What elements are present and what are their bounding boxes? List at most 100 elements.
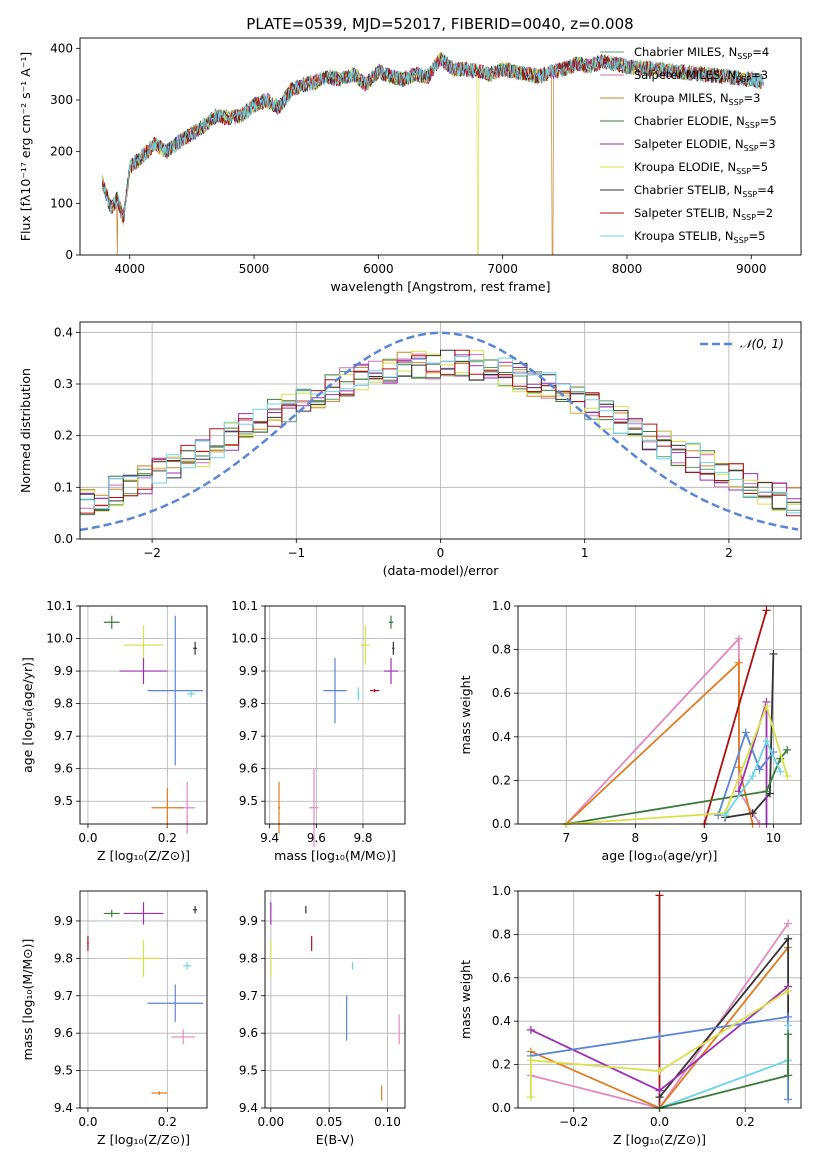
axes-frame <box>79 605 208 825</box>
series-line <box>703 610 768 825</box>
legend-entry: Chabrier MILES, NSSP=4 <box>634 45 769 61</box>
x-tick-label: 0 <box>437 546 445 560</box>
legend-entry: Kroupa ELODIE, NSSP=5 <box>634 160 768 176</box>
data-point <box>151 788 184 828</box>
y-tick-label: 9.9 <box>239 914 258 928</box>
y-tick-label: 9.5 <box>239 1064 258 1078</box>
y-tick-label: 0.0 <box>492 817 511 831</box>
data-point <box>187 690 196 698</box>
y-tick-label: 1.0 <box>492 599 511 613</box>
series-line <box>659 1034 789 1109</box>
histogram-series <box>80 349 801 511</box>
y-tick-label: 9.9 <box>239 664 258 678</box>
data-point <box>151 1091 168 1095</box>
series-marker <box>784 1030 793 1039</box>
data-point <box>147 984 204 1022</box>
y-tick-label: 0.2 <box>492 773 511 787</box>
y-tick-label: 0 <box>65 248 73 262</box>
data-point <box>127 939 160 978</box>
series-marker <box>769 649 778 658</box>
series-line <box>717 729 775 816</box>
data-point <box>183 962 192 970</box>
series-marker <box>762 787 771 796</box>
y-tick-label: 0.4 <box>492 730 511 744</box>
legend-entry: Kroupa STELIB, NSSP=5 <box>634 229 765 245</box>
series-marker <box>784 986 793 995</box>
y-tick-label: 10.0 <box>46 632 73 646</box>
legend-entry: Chabrier STELIB, NSSP=4 <box>634 183 774 199</box>
series-marker <box>776 767 785 776</box>
series-line <box>566 749 788 825</box>
y-tick-label: 9.7 <box>54 729 73 743</box>
y-tick-label: 10.0 <box>231 632 258 646</box>
y-tick-label: 10.1 <box>231 599 258 613</box>
x-tick-label: 7000 <box>487 262 518 276</box>
series-marker <box>755 765 764 774</box>
data-point <box>357 687 360 701</box>
series-line <box>724 738 782 816</box>
series-marker <box>783 745 792 754</box>
x-axis-label: Z [log₁₀(Z/Z⊙)] <box>97 848 190 863</box>
data-point <box>277 781 281 834</box>
data-point <box>87 935 89 951</box>
data-point <box>323 658 347 724</box>
axes-frame <box>79 37 802 256</box>
y-tick-label: 10.1 <box>46 599 73 613</box>
y-tick-label: 9.9 <box>54 914 73 928</box>
y-axis-label: Normed distribution <box>18 368 33 493</box>
data-point <box>171 1029 196 1045</box>
y-tick-label: 0.3 <box>54 377 73 391</box>
panel-3: 0.0 0.2 9.5 9.6 9.7 9.8 9.9 10.0 10.1 Z [log₁₀(Z/… <box>20 599 207 863</box>
x-tick-label: 5000 <box>239 262 270 276</box>
series-marker <box>721 811 730 820</box>
series-line <box>658 936 789 1098</box>
x-tick-label: 0.2 <box>736 1115 755 1129</box>
y-tick-label: 0.0 <box>492 1101 511 1115</box>
y-tick-label: 9.8 <box>239 951 258 965</box>
x-tick-label: 0.0 <box>78 831 97 845</box>
series-marker <box>762 737 771 746</box>
series-marker <box>734 658 743 667</box>
x-axis-label: E(B-V) <box>316 1132 355 1147</box>
legend-entry: Kroupa MILES, NSSP=3 <box>634 91 760 107</box>
x-tick-label: 0.2 <box>158 831 177 845</box>
series-line <box>530 990 789 1098</box>
x-tick-label: 0.2 <box>158 1115 177 1129</box>
histogram-series <box>80 356 801 514</box>
legend-entry: Salpeter STELIB, NSSP=2 <box>634 206 773 222</box>
x-tick-label: 0.0 <box>650 1115 669 1129</box>
series-marker <box>784 1071 793 1080</box>
data-point <box>147 615 204 766</box>
axes-frame <box>264 890 406 1109</box>
panel-8: −0.2 0.0 0.2 0.0 0.2 0.4 0.6 0.8 1.0 Z [log₁₀(Z/Z… <box>458 884 801 1147</box>
legend-entry: 𝒩(0, 1) <box>740 337 784 351</box>
spectrum-line <box>102 54 764 223</box>
y-tick-label: 9.5 <box>54 1064 73 1078</box>
y-tick-label: 9.5 <box>239 794 258 808</box>
data-point <box>309 768 319 847</box>
y-tick-label: 1.0 <box>492 884 511 898</box>
x-tick-label: 9000 <box>736 262 767 276</box>
x-axis-label: mass [log₁₀(M/M⊙)] <box>274 848 396 863</box>
series-marker <box>784 1095 793 1104</box>
series-marker <box>741 728 750 737</box>
series-marker <box>714 811 723 820</box>
x-tick-label: 0.00 <box>257 1115 284 1129</box>
series-marker <box>784 934 793 943</box>
y-tick-label: 0.1 <box>54 480 73 494</box>
x-axis-label: wavelength [Angstrom, rest frame] <box>330 279 550 294</box>
axes-frame <box>517 605 802 825</box>
y-tick-label: 0.2 <box>492 1058 511 1072</box>
series-marker <box>784 1012 793 1021</box>
y-tick-label: 9.9 <box>54 664 73 678</box>
legend-entry: Salpeter MILES, NSSP=3 <box>634 68 768 84</box>
series-line <box>566 703 789 825</box>
x-tick-label: 9.4 <box>260 831 279 845</box>
x-tick-label: −2 <box>143 546 161 560</box>
series-marker <box>748 809 757 818</box>
series-marker <box>748 772 757 781</box>
y-tick-label: 9.6 <box>239 762 258 776</box>
data-point <box>103 909 120 918</box>
data-point <box>123 902 164 925</box>
